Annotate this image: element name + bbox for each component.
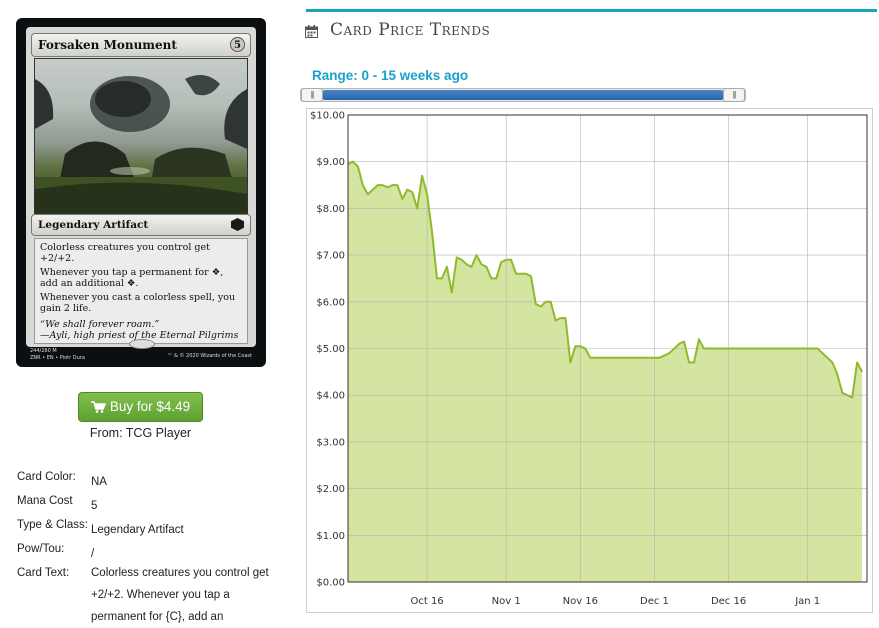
collector-set: ZNR • EN • Piotr Dura: [30, 355, 85, 361]
card-details: Card Color: NA Mana Cost 5 Type & Class:…: [17, 468, 277, 623]
panel-top-rule: [306, 9, 877, 12]
y-tick-label: $3.00: [316, 437, 345, 448]
range-slider-handle-max[interactable]: |||: [723, 88, 745, 102]
calendar-icon: [305, 25, 318, 38]
detail-row-color: Card Color: NA: [17, 468, 277, 492]
flavor-line: —Ayli, high priest of the Eternal Pilgri…: [40, 330, 239, 341]
card-image: Forsaken Monument 5 Legendary Artifact C…: [16, 18, 266, 367]
detail-value: Legendary Artifact: [91, 524, 184, 536]
range-label: Range: 0 - 15 weeks ago: [312, 68, 469, 83]
y-tick-label: $4.00: [316, 391, 345, 402]
detail-label: Card Text:: [17, 567, 70, 579]
y-tick-label: $6.00: [316, 297, 345, 308]
card-name: Forsaken Monument: [38, 38, 177, 52]
card-frame: Forsaken Monument 5 Legendary Artifact C…: [26, 27, 256, 347]
detail-row-type: Type & Class: Legendary Artifact: [17, 516, 277, 540]
range-slider-fill: [323, 90, 723, 100]
detail-label: Type & Class:: [17, 519, 88, 531]
buy-button[interactable]: Buy for $4.49: [78, 392, 203, 422]
y-tick-label: $8.00: [316, 204, 345, 215]
buy-source: From: TCG Player: [89, 426, 192, 440]
y-tick-label: $1.00: [316, 531, 345, 542]
card-title-bar: Forsaken Monument 5: [31, 33, 251, 57]
shopping-cart-icon: [90, 401, 106, 414]
detail-label: Pow/Tou:: [17, 543, 65, 555]
range-slider-handle-min[interactable]: |||: [301, 88, 323, 102]
mana-symbol: 5: [230, 37, 245, 52]
y-tick-label: $10.00: [310, 111, 345, 122]
detail-value: Colorless creatures you control get +2/+…: [91, 567, 269, 623]
x-tick-label: Dec 1: [640, 596, 669, 607]
detail-value: /: [91, 548, 95, 560]
flavor-line: “We shall forever roam.”: [40, 319, 160, 330]
price-line: [347, 160, 863, 399]
buy-button-label: Buy for $4.49: [109, 399, 191, 414]
detail-row-text: Card Text: Colorless creatures you contr…: [17, 564, 277, 623]
collector-number: 244/280 M: [30, 348, 57, 354]
detail-label: Mana Cost: [17, 495, 73, 507]
y-tick-label: $2.00: [316, 484, 345, 495]
pt-oval: [129, 339, 155, 349]
detail-row-mana: Mana Cost 5: [17, 492, 277, 516]
copyright: ™ & © 2020 Wizards of the Coast: [167, 353, 252, 359]
card-art: [34, 58, 248, 214]
x-tick-label: Oct 16: [410, 596, 443, 607]
card-rules-box: Colorless creatures you control get +2/+…: [34, 238, 248, 344]
detail-value: 5: [91, 500, 98, 512]
detail-value: NA: [91, 476, 107, 488]
detail-row-powtou: Pow/Tou: /: [17, 540, 277, 564]
x-tick-label: Jan 1: [794, 596, 820, 607]
y-tick-label: $9.00: [316, 157, 345, 168]
detail-label: Card Color:: [17, 471, 76, 483]
y-tick-label: $5.00: [316, 344, 345, 355]
range-slider[interactable]: ||| |||: [300, 88, 746, 102]
card-footer: 244/280 M ZNR • EN • Piotr Dura ™ & © 20…: [30, 348, 252, 364]
price-chart-svg: $10.00 $9.00 $8.00 $7.00 $6.00 $5.00 $4.00 $3.0…: [306, 108, 873, 613]
flavor-text: “We shall forever roam.” —Ayli, high pri…: [40, 319, 242, 341]
panel-title: Card Price Trends: [330, 20, 491, 40]
x-tick-label: Dec 16: [711, 596, 746, 607]
card-art-illustration: [35, 75, 247, 213]
x-tick-label: Nov 16: [563, 596, 598, 607]
y-tick-label: $0.00: [316, 578, 345, 589]
card-type-line: Legendary Artifact: [38, 219, 149, 231]
plot-frame: [347, 114, 868, 583]
rules-line: Whenever you tap a permanent for ❖, add …: [40, 267, 224, 289]
y-tick-label: $7.00: [316, 251, 345, 262]
x-tick-label: Nov 1: [492, 596, 521, 607]
price-area-fill: [348, 161, 863, 582]
rules-line: Colorless creatures you control get +2/+…: [40, 242, 210, 264]
price-chart: $10.00 $9.00 $8.00 $7.00 $6.00 $5.00 $4.00 $3.0…: [306, 108, 873, 613]
rules-line: Whenever you cast a colorless spell, you…: [40, 292, 236, 314]
set-symbol-icon: [231, 218, 244, 231]
card-type-bar: Legendary Artifact: [31, 214, 251, 236]
